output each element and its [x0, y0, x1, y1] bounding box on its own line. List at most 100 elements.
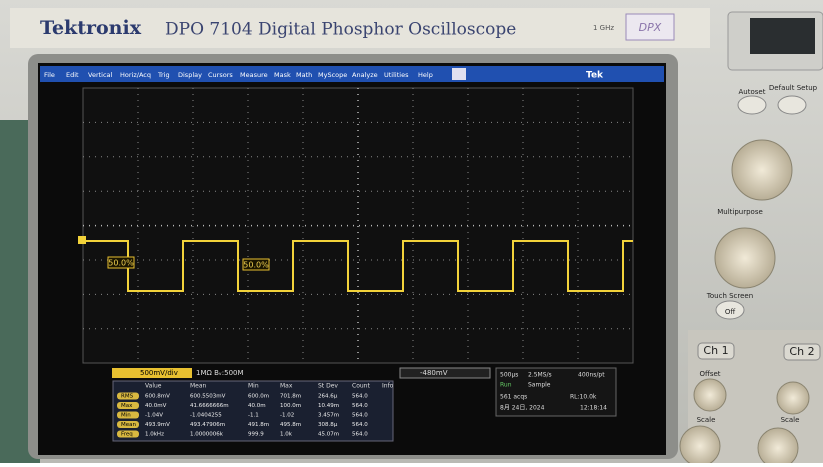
table-cell: 564.0: [352, 403, 368, 409]
menu-item[interactable]: Trig: [157, 71, 170, 79]
row-marker: [117, 392, 139, 400]
table-cell: -1.1: [248, 413, 259, 419]
panel-label: Multipurpose: [717, 208, 763, 216]
table-cell: -1.02: [280, 413, 294, 419]
menu-item[interactable]: Utilities: [384, 71, 409, 79]
table-cell: 1.0k: [280, 432, 293, 438]
waveform: [83, 240, 633, 292]
menu-item[interactable]: Help: [418, 71, 433, 79]
panel-label: Off: [725, 308, 736, 316]
menu-button[interactable]: [452, 68, 466, 80]
channel-button[interactable]: [783, 343, 821, 361]
label-box: [107, 256, 135, 269]
channel-scale: 500mV/div: [140, 369, 178, 377]
table-cell: 493.9mV: [145, 422, 170, 428]
time: 12:18:14: [580, 405, 607, 412]
menu-item[interactable]: Analyze: [352, 71, 378, 79]
table-header: Value: [145, 383, 162, 390]
knob[interactable]: [714, 227, 776, 289]
table-cell: 999.9: [248, 432, 264, 438]
menu-item[interactable]: Horiz/Acq: [120, 71, 151, 79]
waveform-label: 50.0%: [108, 259, 134, 268]
table-header: St Dev: [318, 383, 338, 390]
timebase: 500µs: [500, 372, 518, 379]
table-cell: 495.8m: [280, 422, 301, 428]
channel-button[interactable]: [697, 342, 735, 360]
table-cell: 1.0kHz: [145, 432, 164, 438]
table-cell: 701.8m: [280, 394, 301, 400]
panel-label: Autoset: [739, 88, 766, 96]
table-header: Count: [352, 383, 370, 390]
panel-label: Scale: [781, 416, 800, 424]
knob[interactable]: [731, 139, 793, 201]
acq-box: [495, 367, 617, 417]
coupling: 1MΩ Bᵥ:500M: [196, 369, 244, 377]
panel-label: Scale: [697, 416, 716, 424]
button[interactable]: [737, 95, 767, 115]
panel-label[interactable]: Ch 1: [703, 344, 728, 357]
table-cell: 600.5503mV: [190, 394, 226, 400]
table-cell: 600.0m: [248, 394, 269, 400]
acq-count: 561 acqs: [500, 394, 527, 401]
table-cell: 491.8m: [248, 422, 269, 428]
table-cell: 493.47906m: [190, 422, 225, 428]
menu-item[interactable]: Mask: [274, 71, 291, 79]
table-cell: 40.0m: [248, 403, 266, 409]
table-cell: Freq: [121, 432, 133, 438]
panel-label[interactable]: Ch 2: [789, 345, 814, 358]
date: 8月 24日, 2024: [500, 405, 545, 412]
table-cell: 10.49m: [318, 403, 339, 409]
table-cell: 3.457m: [318, 413, 339, 419]
menu-logo: Tek: [586, 71, 604, 81]
table-cell: 264.6µ: [318, 394, 338, 400]
table-header: Min: [248, 383, 259, 390]
graticule: [82, 87, 634, 364]
table-cell: RMS: [121, 394, 134, 400]
knob[interactable]: [776, 381, 810, 415]
table-header: Info: [382, 383, 394, 390]
table-cell: Max: [121, 403, 133, 409]
badge: DPX: [639, 21, 662, 34]
menu-item[interactable]: File: [44, 71, 55, 79]
trigger: -480mV: [420, 369, 448, 377]
table-header: Max: [280, 383, 293, 390]
row-marker: [117, 411, 139, 419]
record-length: RL:10.0k: [570, 394, 597, 401]
small-display: [750, 18, 815, 54]
table-cell: 308.8µ: [318, 422, 338, 428]
ch-scale-box: [112, 368, 192, 378]
brand: Tektronix: [40, 17, 142, 39]
button[interactable]: [777, 95, 807, 115]
menu-bar: [40, 66, 664, 82]
table-cell: 1.0000006k: [190, 432, 224, 438]
panel-label: Touch Screen: [706, 292, 753, 300]
menu-item[interactable]: MyScope: [318, 71, 347, 79]
table-cell: 41.6666666m: [190, 403, 229, 409]
menu-item[interactable]: Display: [178, 71, 202, 79]
menu-item[interactable]: Vertical: [88, 71, 113, 79]
menu-item[interactable]: Edit: [66, 71, 79, 79]
menu-item[interactable]: Measure: [240, 71, 268, 79]
waveform-label: 50.0%: [243, 261, 269, 270]
table-cell: 564.0: [352, 432, 368, 438]
knob[interactable]: [679, 425, 721, 467]
model: DPO 7104: [165, 20, 253, 40]
table-cell: 100.0m: [280, 403, 301, 409]
table-cell: 564.0: [352, 413, 368, 419]
table-cell: -1.04V: [145, 413, 163, 419]
button[interactable]: [715, 300, 745, 320]
table-cell: Mean: [121, 422, 136, 428]
knob[interactable]: [693, 378, 727, 412]
menu-item[interactable]: Math: [296, 71, 312, 79]
menu-item[interactable]: Cursors: [208, 71, 233, 79]
knob[interactable]: [757, 427, 799, 467]
badge-box: [625, 13, 675, 41]
acq-mode: Sample: [528, 382, 551, 389]
trigger-box: [399, 367, 491, 379]
table-cell: 564.0: [352, 394, 368, 400]
table-cell: 40.0mV: [145, 403, 167, 409]
row-marker: [117, 430, 139, 438]
bandwidth: 1 GHz: [593, 24, 614, 32]
header-strip: [10, 8, 710, 48]
